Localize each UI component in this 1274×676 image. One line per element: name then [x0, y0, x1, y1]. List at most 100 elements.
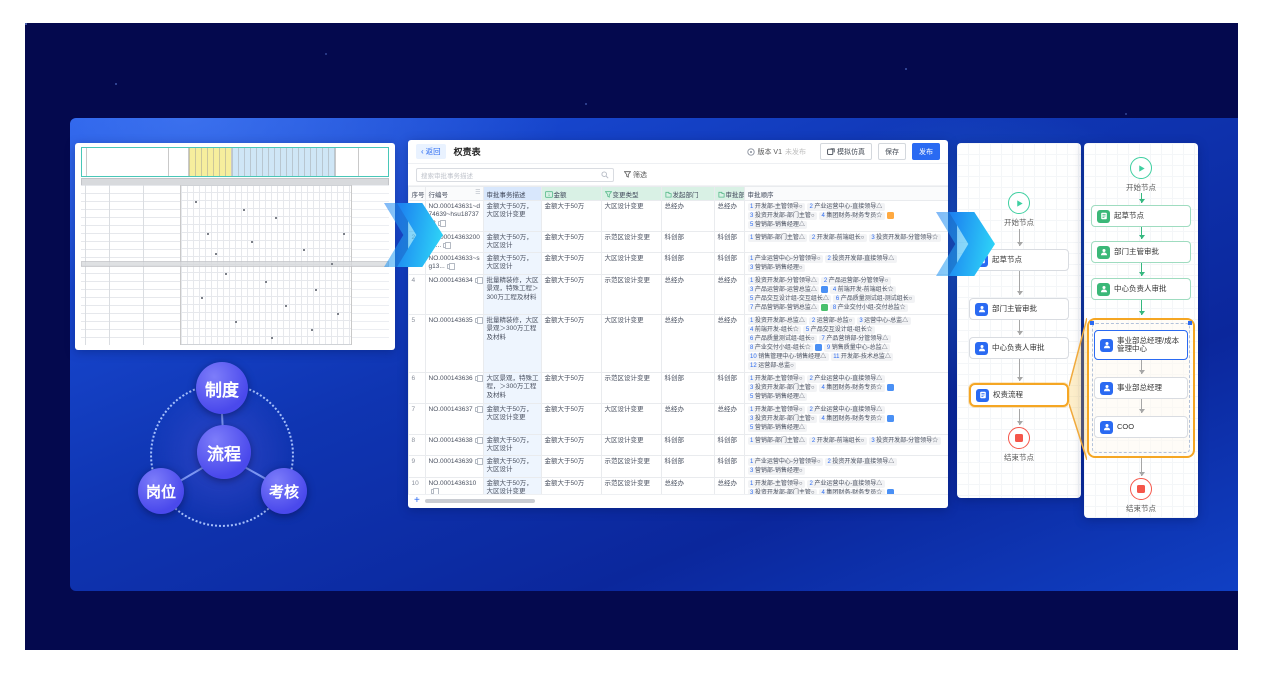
copy-icon[interactable]: [430, 488, 439, 494]
cell-desc: 金额大于50万，大区设计: [483, 252, 542, 275]
approval-step-tag: 3 运营中心-总监△: [856, 317, 911, 325]
cell-approval-order: 1 开发部-主管领导○ 2 产业运营中心-直接领导△3 投资开发部-部门主管○ 4 集团财务…: [744, 403, 948, 435]
approval-step-tag: 1 营销部-部门主管△: [747, 437, 808, 445]
cell-row-id: NO.000143639: [425, 455, 484, 478]
cell-desc: 批量精装修，大区景观，特殊工程＞300万工程及材料: [483, 274, 542, 315]
flow-node-coo[interactable]: COO: [1094, 416, 1188, 438]
flow-node-draft[interactable]: 起草节点: [1091, 205, 1191, 227]
save-button[interactable]: 保存: [878, 143, 906, 160]
table-row[interactable]: 1NO.000143631~d74639~hsu1873793金额大于50万，大…: [408, 200, 948, 232]
col-header-start-dept[interactable]: 发起部门: [661, 186, 715, 201]
publish-button[interactable]: 发布: [912, 143, 940, 160]
table-row[interactable]: 7 NO.000143637 金额大于50万，大区设计变更 金额大于50万 大区设计变更…: [408, 403, 948, 435]
cell-type: 大区设计变更: [601, 200, 662, 232]
sort-icon[interactable]: ☰: [475, 189, 481, 196]
cell-num: 5: [408, 314, 426, 373]
flow-node-gm[interactable]: 事业部总经理: [1094, 377, 1188, 399]
col-header-approve-dept[interactable]: 审批部门: [714, 186, 745, 201]
flow-node-center-approve[interactable]: 中心负责人审批: [1091, 278, 1191, 300]
cell-amount: 金额大于50万: [541, 403, 602, 435]
spreadsheet-mark: [285, 305, 287, 307]
end-node[interactable]: [1130, 478, 1152, 500]
table-row[interactable]: 3NO.000143633~sg13...金额大于50万，大区设计金额大于50万…: [408, 252, 948, 275]
copy-icon[interactable]: [474, 276, 483, 284]
start-node[interactable]: [1130, 157, 1152, 179]
flow-node-dept-approve[interactable]: 部门主管审批: [1091, 241, 1191, 263]
filter-button[interactable]: 筛选: [624, 170, 647, 180]
copy-icon[interactable]: [474, 436, 483, 444]
table-row[interactable]: 10 NO.0001436310 金额大于50万，大区设计变更 金额大于50万 示范区设…: [408, 477, 948, 494]
table-row[interactable]: 2NO.0001436320001...金额大于50万，大区设计金额大于50万示…: [408, 231, 948, 253]
cell-type: 示范区设计变更: [601, 274, 662, 315]
add-row-button[interactable]: +: [414, 495, 420, 506]
table-row[interactable]: 6 NO.000143636 大区景观，特殊工程，＞300万工程及材料 金额大于50万…: [408, 372, 948, 404]
copy-icon[interactable]: [474, 316, 483, 324]
approval-step-tag: 1 开发部-主管领导○: [747, 480, 805, 488]
cell-desc: 金额大于50万，大区设计变更: [483, 403, 542, 435]
approval-step-tag: 2 投资开发部-直接领导△: [824, 255, 897, 263]
approval-step-tag: 2 产业运营中心-直接领导△: [806, 480, 885, 488]
approval-step-tag: 2 投资开发部-直接领导△: [824, 458, 897, 466]
col-header-row-id[interactable]: 行编号 ☰: [425, 186, 484, 201]
copy-icon[interactable]: [474, 374, 483, 382]
user-icon: [1100, 420, 1113, 434]
flow-node-gm-assistant[interactable]: 事业部总经理/成本管理中心: [1094, 330, 1188, 360]
back-button[interactable]: ‹ 返回: [416, 144, 446, 159]
table-scroll-area[interactable]: 序号 行编号☰ 审批事务描述 1金额 变更类型 发起部门 审批部门 审批顺序 1…: [408, 186, 948, 494]
cell-type: 大区设计变更: [601, 434, 662, 456]
version-info: 版本 V1 未发布: [747, 147, 806, 157]
table-row[interactable]: 9 NO.000143639 金额大于50万，大区设计 金额大于50万 示范区设计变更科…: [408, 455, 948, 478]
selection-handle[interactable]: [1188, 321, 1192, 325]
flow-node-authority-process[interactable]: 权责流程: [969, 383, 1069, 407]
spreadsheet-mark: [235, 321, 237, 323]
authority-table: 序号 行编号☰ 审批事务描述 1金额 变更类型 发起部门 审批部门 审批顺序 1…: [408, 186, 948, 494]
copy-icon[interactable]: [474, 405, 483, 413]
stop-icon: [1137, 485, 1145, 493]
selection-handle[interactable]: [1090, 321, 1094, 325]
cell-approval-order: 1 开发部-主管领导○ 2 产业运营中心-直接领导△3 投资开发部-部门主管○ 4 集团财务…: [744, 372, 948, 404]
col-header-amount[interactable]: 1 金额: [541, 186, 602, 201]
copy-icon[interactable]: [443, 242, 452, 249]
approval-step-tag: 5 产品交互设计组-组长☆: [803, 326, 876, 334]
spreadsheet-mark: [215, 253, 217, 255]
user-icon: [1100, 338, 1113, 352]
cell-type: 大区设计变更: [601, 252, 662, 275]
cell-amount: 金额大于50万: [541, 274, 602, 315]
cell-approval-order: 1 投资开发部-分管领导△ 2 产品运营部-分管领导○3 产品运营部-运营总监△ 4 前端开…: [744, 274, 948, 315]
col-header-order[interactable]: 审批顺序: [744, 186, 948, 201]
search-input[interactable]: 搜索审批事务描述: [416, 167, 614, 182]
cell-approve-dept: 总经办: [714, 314, 745, 373]
approval-step-tag: 1 开发部-主管领导○: [747, 406, 805, 414]
cell-row-id: NO.000143634: [425, 274, 484, 315]
col-header-desc[interactable]: 审批事务描述: [483, 186, 542, 201]
department-icon: [717, 191, 725, 198]
horizontal-scrollbar[interactable]: [425, 499, 535, 503]
cell-row-id: NO.000143635: [425, 314, 484, 373]
copy-icon[interactable]: [437, 219, 446, 227]
flow-node-center-approve[interactable]: 中心负责人审批: [969, 337, 1069, 359]
arrow-left-icon: [384, 203, 443, 267]
copy-icon[interactable]: [446, 263, 455, 270]
copy-icon[interactable]: [474, 457, 483, 465]
end-node[interactable]: [1008, 427, 1030, 449]
cell-amount: 金额大于50万: [541, 372, 602, 404]
simulate-button[interactable]: 模拟仿真: [820, 143, 872, 160]
approval-step-tag: 5 营销部-销售经理△: [747, 424, 808, 432]
approval-step-tag: 8 产业交付小组-组长☆: [747, 344, 814, 352]
version-status: 未发布: [785, 148, 806, 156]
col-header-type[interactable]: 变更类型: [601, 186, 662, 201]
col-header-num[interactable]: 序号: [408, 186, 426, 201]
cell-amount: 金额大于50万: [541, 434, 602, 456]
cell-approve-dept: 总经办: [714, 200, 745, 232]
cell-num: 8: [408, 434, 426, 456]
spreadsheet-mark: [201, 297, 203, 299]
approver-avatar-badge: [815, 344, 823, 351]
flow-node-dept-approve[interactable]: 部门主管审批: [969, 298, 1069, 320]
table-row[interactable]: 5 NO.000143635 批量精装修，大区景观＞300万工程及材料 金额大于50万…: [408, 314, 948, 373]
table-row[interactable]: 8 NO.000143638 金额大于50万，大区设计 金额大于50万 大区设计变更 科创…: [408, 434, 948, 456]
start-node[interactable]: [1008, 192, 1030, 214]
document-icon: [1097, 209, 1110, 223]
approval-step-tag: 4 集团财务-财务专员☆: [818, 415, 885, 423]
play-icon: [1016, 199, 1023, 207]
table-row[interactable]: 4 NO.000143634 批量精装修，大区景观，特殊工程＞300万工程及材料 金额…: [408, 274, 948, 315]
